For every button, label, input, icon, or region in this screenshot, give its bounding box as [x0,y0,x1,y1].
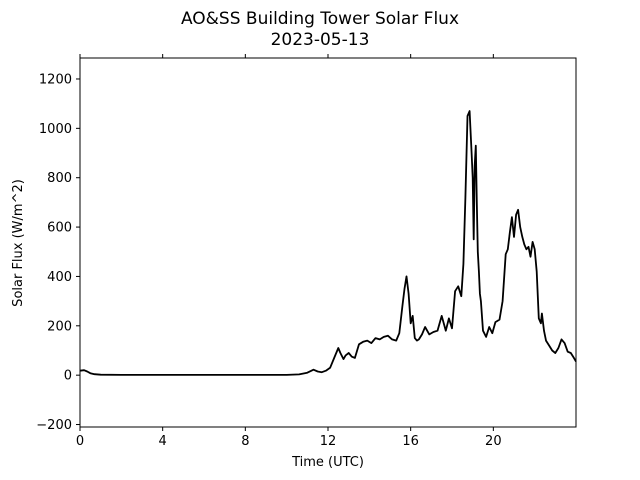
x-axis-ticks: 0 4 8 12 16 20 [76,54,502,449]
y-axis-ticks: −200 0 200 400 600 800 1000 1200 [36,72,80,433]
chart-subtitle: 2023-05-13 [271,30,370,50]
solar-flux-series-line [79,110,577,376]
x-tick-label: 0 [76,434,84,449]
y-tick-label: 200 [47,319,72,334]
y-tick-label: 800 [47,171,72,186]
y-axis-label: Solar Flux (W/m^2) [11,179,26,307]
x-tick-label: 12 [320,434,337,449]
y-tick-label: 1200 [39,72,72,87]
x-axis-label: Time (UTC) [291,455,364,470]
plot-frame [79,57,577,428]
y-tick-label: 1000 [39,122,72,137]
x-tick-label: 20 [485,434,502,449]
y-tick-label: 400 [47,270,72,285]
x-tick-label: 16 [402,434,419,449]
y-tick-label: −200 [36,418,72,433]
y-tick-label: 600 [47,221,72,236]
x-tick-label: 4 [159,434,167,449]
x-tick-label: 8 [241,434,249,449]
chart-title: AO&SS Building Tower Solar Flux [181,9,459,29]
y-tick-label: 0 [64,369,72,384]
